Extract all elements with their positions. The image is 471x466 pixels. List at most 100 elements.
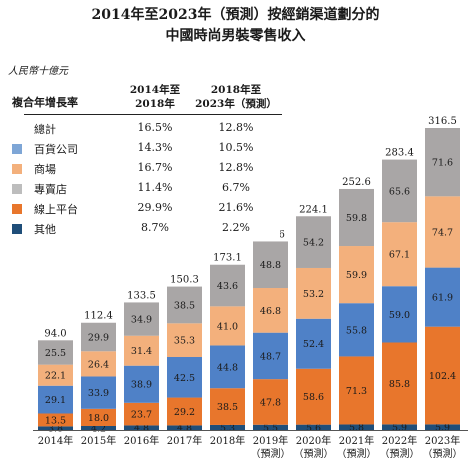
bar-segment bbox=[339, 246, 374, 304]
bar-segment bbox=[81, 376, 116, 409]
bar-segment bbox=[296, 424, 331, 430]
bar-segment-label: 29.9 bbox=[88, 333, 109, 344]
x-tick-label: （預測） bbox=[380, 447, 420, 460]
bar-segment-label: 52.4 bbox=[303, 339, 324, 350]
bar-segment-label: 42.5 bbox=[174, 373, 195, 384]
bar-total-label: 316.5 bbox=[428, 116, 457, 127]
bar-segment-label: 22.1 bbox=[45, 371, 66, 382]
bar-segment-label: 65.6 bbox=[389, 186, 410, 197]
cagr-row-value-2: 10.5% bbox=[218, 141, 254, 154]
bar-total-label: 133.5 bbox=[127, 290, 156, 301]
legend-swatch bbox=[12, 204, 22, 214]
bar-segment bbox=[425, 267, 460, 327]
bar-segment bbox=[253, 241, 288, 289]
bar-segment bbox=[210, 306, 245, 346]
bar-segment bbox=[296, 318, 331, 369]
bar-segment-label: 31.4 bbox=[131, 346, 152, 357]
x-tick-label: 2015年 bbox=[81, 434, 116, 447]
bar-segment-label: 5.6 bbox=[306, 423, 321, 434]
bar-segment bbox=[167, 425, 202, 430]
bar-segment-label: 85.8 bbox=[389, 379, 410, 390]
bar-segment bbox=[382, 286, 417, 343]
cagr-row-value-1: 11.4% bbox=[137, 181, 173, 194]
cagr-row-label: 其他 bbox=[34, 223, 56, 236]
bar-segment-label: 102.4 bbox=[429, 371, 456, 382]
bar-total-label: 252.6 bbox=[342, 177, 371, 188]
cagr-row-label: 線上平台 bbox=[34, 203, 78, 216]
bar-segment bbox=[81, 322, 116, 352]
bar-segment bbox=[253, 379, 288, 425]
bar-total-label: 283.4 bbox=[385, 148, 414, 159]
bar-segment bbox=[425, 196, 460, 268]
cagr-row-label: 專賣店 bbox=[34, 183, 67, 196]
bar-segment-label: 59.0 bbox=[389, 310, 410, 321]
cagr-col1-line2: 2018年 bbox=[135, 98, 175, 110]
bar-segment-label: 58.6 bbox=[303, 392, 324, 403]
bar-segment bbox=[382, 159, 417, 223]
bar-segment-label: 59.8 bbox=[346, 213, 367, 224]
chart-title-line-1: 2014年至2023年（預測）按經銷渠道劃分的 bbox=[91, 7, 380, 23]
cagr-col1-line1: 2014年至 bbox=[129, 84, 181, 96]
bar-segment bbox=[253, 424, 288, 430]
cagr-col2-line2: 2023年（預測） bbox=[195, 98, 277, 110]
bar-segment-label: 48.8 bbox=[260, 260, 281, 271]
bar-segment bbox=[81, 351, 116, 377]
bar-segment-label: 5.3 bbox=[220, 423, 235, 434]
bar-segment bbox=[210, 345, 245, 389]
bar-segment bbox=[210, 424, 245, 430]
bar-segment-label: 47.8 bbox=[260, 397, 281, 408]
bar-segment-label: 71.3 bbox=[346, 386, 367, 397]
bar-segment bbox=[382, 424, 417, 430]
legend-swatch bbox=[12, 184, 22, 194]
bar-segment-label: 34.9 bbox=[131, 315, 152, 326]
bar-segment bbox=[124, 365, 159, 403]
bar-segment-label: 59.9 bbox=[346, 270, 367, 281]
bar-segment bbox=[167, 357, 202, 398]
cagr-row-value-2: 6.7% bbox=[222, 181, 250, 194]
bar-segment-label: 5.5 bbox=[263, 423, 278, 434]
bar-segment bbox=[425, 128, 460, 197]
legend-swatch bbox=[12, 164, 22, 174]
cagr-col2-header: 2018年至 2023年（預測） bbox=[192, 83, 280, 111]
bar-segment bbox=[210, 264, 245, 307]
chart-title-line-2: 中國時尚男裝零售收入 bbox=[165, 28, 306, 44]
cagr-col2-line1: 2018年至 bbox=[210, 84, 262, 96]
cagr-row-value-1: 16.7% bbox=[137, 161, 173, 174]
cagr-row-value-1: 29.9% bbox=[137, 201, 173, 214]
bar-segment-label: 74.7 bbox=[432, 227, 453, 238]
x-tick-label: 2022年 bbox=[382, 434, 417, 447]
legend-swatch bbox=[12, 224, 22, 234]
cagr-col1-header: 2014年至 2018年 bbox=[126, 83, 184, 111]
bar-segment-label: 54.2 bbox=[303, 238, 324, 249]
bar-segment bbox=[167, 286, 202, 324]
bar-segment-label: 38.5 bbox=[217, 402, 238, 413]
bar-segment bbox=[124, 335, 159, 366]
bar-segment-label: 5.9 bbox=[392, 423, 407, 434]
bar-segment bbox=[339, 424, 374, 430]
bar-total-label: 94.0 bbox=[44, 328, 66, 339]
bar-segment-label: 25.5 bbox=[45, 348, 66, 359]
x-tick-label: （預測） bbox=[337, 447, 377, 460]
bar-segment bbox=[382, 222, 417, 287]
bar-segment-label: 29.2 bbox=[174, 407, 195, 418]
bar-segment bbox=[296, 267, 331, 319]
cagr-table: 複合年增長率 2014年至 2018年 2018年至 2023年（預測） 總計 … bbox=[8, 83, 282, 238]
cagr-row-value-2: 2.2% bbox=[222, 221, 250, 234]
cagr-row-value-2: 12.8% bbox=[218, 161, 254, 174]
bar-segment bbox=[167, 397, 202, 426]
x-tick-label: 2019年 bbox=[253, 434, 288, 447]
bar-segment-label: 35.3 bbox=[174, 336, 195, 347]
bar-segment bbox=[38, 413, 73, 427]
cagr-row-value-2: 12.8% bbox=[218, 121, 254, 134]
bar-segment bbox=[339, 188, 374, 247]
bar-segment-label: 61.9 bbox=[432, 293, 453, 304]
x-tick-label: 2014年 bbox=[38, 434, 73, 447]
bar-segment-label: 3.8 bbox=[48, 424, 63, 435]
bar-segment-label: 4.8 bbox=[177, 423, 192, 434]
bar-segment-label: 46.8 bbox=[260, 306, 281, 317]
bar-segment-label: 33.9 bbox=[88, 388, 109, 399]
x-tick-label: 2021年 bbox=[339, 434, 374, 447]
unit-label: 人民幣十億元 bbox=[8, 66, 68, 77]
bar-segment-label: 13.5 bbox=[45, 415, 66, 426]
